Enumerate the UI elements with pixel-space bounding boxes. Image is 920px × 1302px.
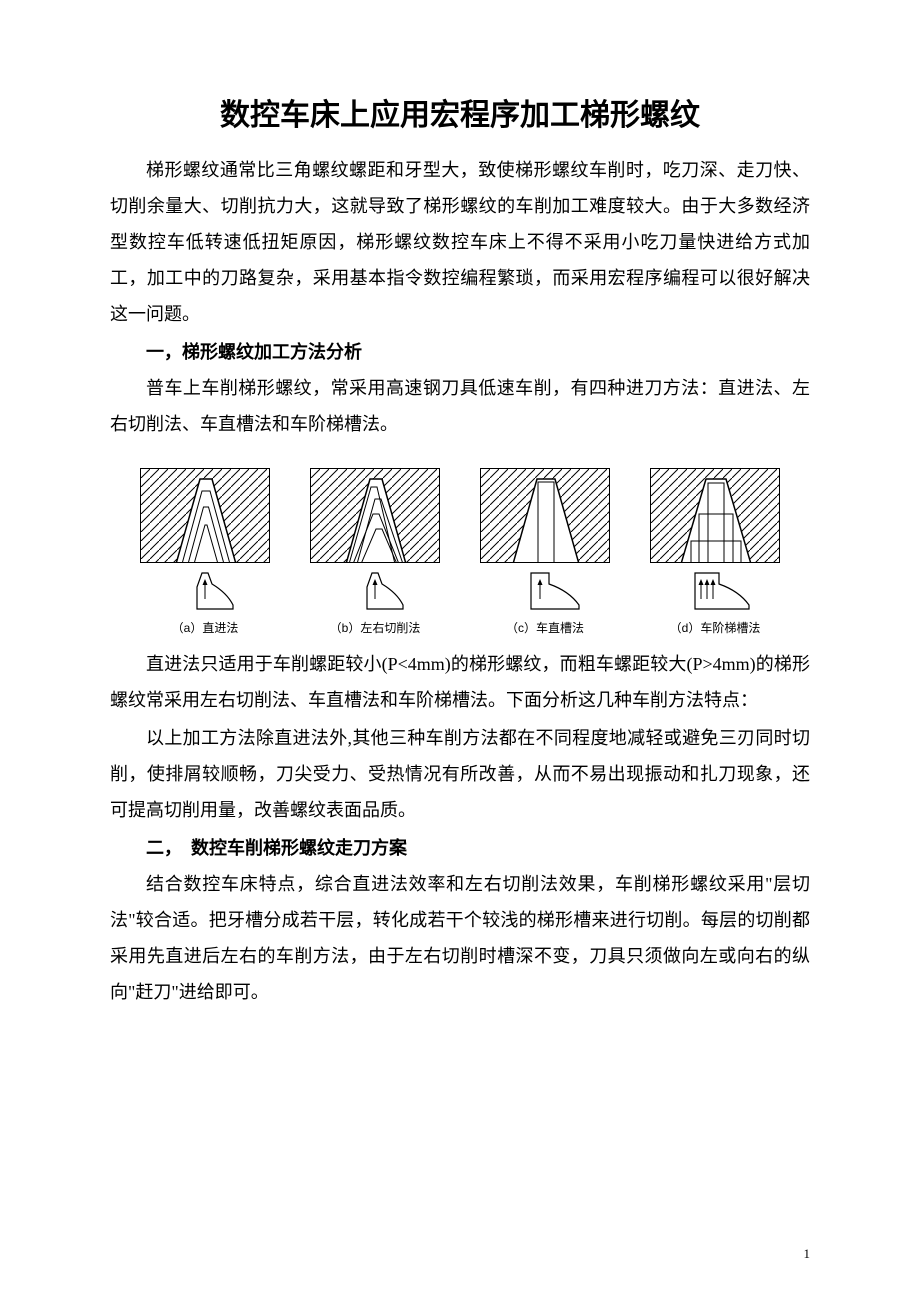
paragraph-3: 直进法只适用于车削螺距较小(P<4mm)的梯形螺纹，而粗车螺距较大(P>4mm)…	[110, 646, 810, 718]
figure-a-box	[140, 468, 270, 563]
figure-b-tool	[345, 569, 405, 611]
figure-a-tool	[175, 569, 235, 611]
figure-d-box	[650, 468, 780, 563]
page-number: 1	[804, 1246, 811, 1262]
paragraph-2: 普车上车削梯形螺纹，常采用高速钢刀具低速车削，有四种进刀方法：直进法、左右切削法…	[110, 370, 810, 442]
figure-b-box	[310, 468, 440, 563]
figure-d-caption: （d）车阶梯槽法	[670, 619, 761, 636]
figure-b-caption: （b）左右切削法	[330, 619, 421, 636]
figure-a: （a）直进法	[140, 468, 270, 636]
figure-c-box	[480, 468, 610, 563]
figure-b: （b）左右切削法	[310, 468, 440, 636]
figure-a-caption: （a）直进法	[172, 619, 239, 636]
page-title: 数控车床上应用宏程序加工梯形螺纹	[110, 90, 810, 134]
paragraph-5: 结合数控车床特点，综合直进法效率和左右切削法效果，车削梯形螺纹采用"层切法"较合…	[110, 866, 810, 1010]
figure-d: （d）车阶梯槽法	[650, 468, 780, 636]
heading-1: 一，梯形螺纹加工方法分析	[110, 334, 810, 370]
figure-c-thread	[481, 469, 610, 563]
figure-b-thread	[311, 469, 440, 563]
figure-a-thread	[141, 469, 270, 563]
paragraph-1: 梯形螺纹通常比三角螺纹螺距和牙型大，致使梯形螺纹车削时，吃刀深、走刀快、切削余量…	[110, 152, 810, 332]
figure-c: （c）车直槽法	[480, 468, 610, 636]
figure-row: （a）直进法	[110, 468, 810, 636]
figure-c-tool	[505, 569, 585, 611]
figure-d-thread	[651, 469, 780, 563]
paragraph-4: 以上加工方法除直进法外,其他三种车削方法都在不同程度地减轻或避免三刃同时切削，使…	[110, 720, 810, 828]
figure-d-tool	[675, 569, 755, 611]
heading-2: 二， 数控车削梯形螺纹走刀方案	[110, 830, 810, 866]
figure-c-caption: （c）车直槽法	[506, 619, 584, 636]
